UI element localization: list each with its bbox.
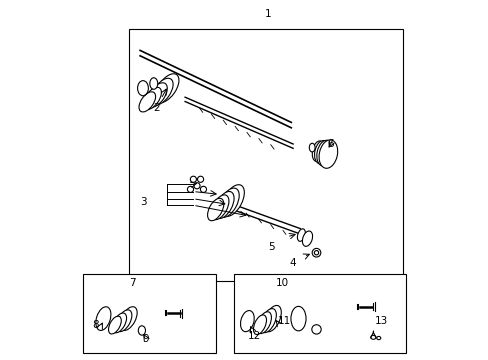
- Ellipse shape: [314, 140, 328, 164]
- Ellipse shape: [143, 87, 161, 110]
- Bar: [129, 29, 402, 281]
- Ellipse shape: [316, 140, 332, 166]
- Text: 13: 13: [374, 316, 387, 326]
- Ellipse shape: [253, 315, 266, 334]
- Ellipse shape: [312, 141, 324, 162]
- Text: 5: 5: [267, 242, 274, 252]
- Ellipse shape: [139, 92, 155, 112]
- Ellipse shape: [190, 176, 196, 183]
- Bar: [82, 274, 215, 353]
- Ellipse shape: [149, 78, 158, 89]
- Ellipse shape: [155, 74, 179, 103]
- Text: 7: 7: [129, 278, 136, 288]
- Text: 6: 6: [327, 139, 333, 149]
- Ellipse shape: [211, 195, 228, 220]
- Text: 9: 9: [142, 334, 148, 344]
- Ellipse shape: [260, 309, 276, 333]
- Ellipse shape: [309, 143, 314, 152]
- Text: 10: 10: [275, 278, 288, 288]
- Text: 11: 11: [277, 316, 290, 326]
- Ellipse shape: [194, 183, 200, 189]
- Ellipse shape: [297, 229, 305, 241]
- Text: 1: 1: [264, 9, 271, 19]
- Ellipse shape: [151, 78, 173, 105]
- Text: 8: 8: [92, 320, 98, 330]
- Ellipse shape: [221, 185, 244, 216]
- Ellipse shape: [200, 186, 206, 193]
- Ellipse shape: [207, 198, 224, 221]
- Bar: [233, 274, 406, 353]
- Ellipse shape: [319, 140, 337, 168]
- Ellipse shape: [147, 83, 167, 107]
- Ellipse shape: [120, 307, 137, 330]
- Ellipse shape: [256, 312, 271, 334]
- Ellipse shape: [116, 310, 132, 332]
- Ellipse shape: [112, 313, 126, 333]
- Ellipse shape: [214, 192, 234, 219]
- Text: 4: 4: [289, 258, 296, 268]
- Text: 3: 3: [140, 197, 147, 207]
- Text: 2: 2: [153, 103, 159, 113]
- Ellipse shape: [264, 305, 281, 332]
- Ellipse shape: [187, 186, 193, 193]
- Ellipse shape: [218, 188, 239, 217]
- Ellipse shape: [108, 316, 121, 334]
- Ellipse shape: [197, 176, 203, 183]
- Text: 12: 12: [247, 330, 261, 341]
- Ellipse shape: [302, 231, 312, 246]
